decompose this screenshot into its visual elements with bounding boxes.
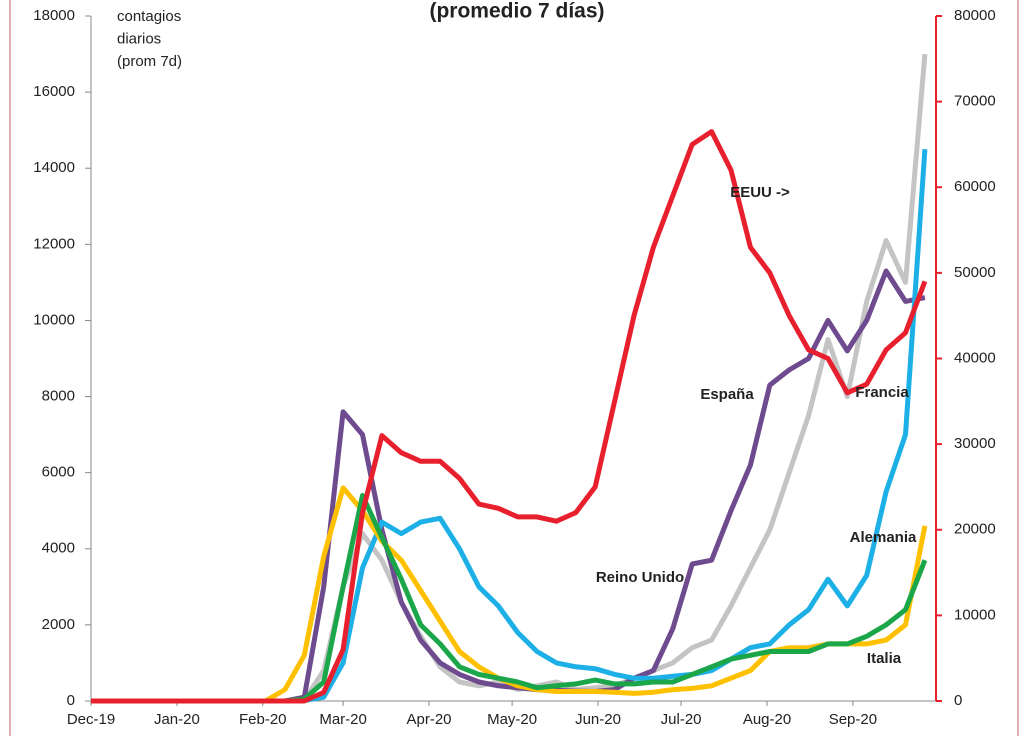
series-label: EEUU -> (730, 184, 790, 201)
y-tick-label: 18000 (33, 7, 75, 24)
frame (9, 0, 1019, 736)
y2-tick-label: 10000 (954, 606, 996, 623)
series-line (91, 149, 928, 704)
y-tick-label: 14000 (33, 159, 75, 176)
y-tick-label: 8000 (42, 388, 75, 405)
y-tick-label: 0 (67, 692, 75, 709)
x-tick-label: Jul-20 (661, 711, 702, 728)
x-tick-label: Jan-20 (154, 711, 200, 728)
y-tick-label: 2000 (42, 616, 75, 633)
y2-tick-label: 20000 (954, 521, 996, 538)
y-tick-label: 4000 (42, 540, 75, 557)
annotation: contagios (117, 8, 181, 25)
y-tick-label: 12000 (33, 235, 75, 252)
x-tick-label: Sep-20 (829, 711, 877, 728)
x-tick-label: Apr-20 (406, 711, 451, 728)
series-label: Reino Unido (596, 569, 684, 586)
x-tick-label: Dec-19 (67, 711, 115, 728)
series-label: Alemania (850, 529, 917, 546)
series-line (91, 485, 928, 704)
y-tick-label: 6000 (42, 464, 75, 481)
y2-tick-label: 70000 (954, 93, 996, 110)
series-line (91, 129, 928, 704)
annotation: diarios (117, 30, 161, 47)
x-tick-label: Feb-20 (239, 711, 287, 728)
y-tick-label: 10000 (33, 311, 75, 328)
x-tick-label: Mar-20 (319, 711, 367, 728)
y2-tick-label: 0 (954, 692, 962, 709)
y2-tick-label: 60000 (954, 178, 996, 195)
y2-tick-label: 40000 (954, 349, 996, 366)
series-label: Italia (867, 650, 902, 667)
annotation: (prom 7d) (117, 53, 182, 70)
chart-title: (promedio 7 días) (429, 0, 604, 23)
series-label: España (700, 386, 754, 403)
x-tick-label: Jun-20 (575, 711, 621, 728)
series-line (91, 493, 928, 704)
y-tick-label: 16000 (33, 83, 75, 100)
y2-tick-label: 50000 (954, 264, 996, 281)
series-label: Francia (855, 384, 909, 401)
x-tick-label: May-20 (487, 711, 537, 728)
y2-tick-label: 30000 (954, 435, 996, 452)
x-tick-label: Aug-20 (743, 711, 791, 728)
y2-tick-label: 80000 (954, 7, 996, 24)
series-line (91, 53, 928, 704)
